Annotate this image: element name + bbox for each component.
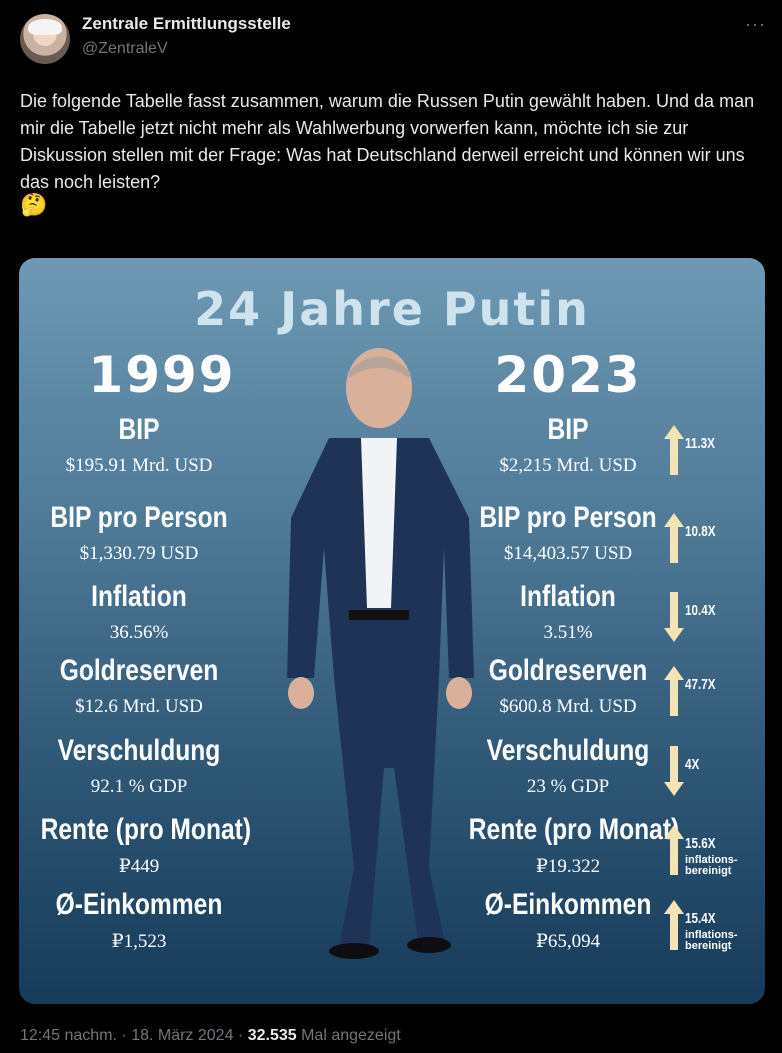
stat-value-1999: $12.6 Mrd. USD <box>75 696 203 717</box>
stat-value-2023: 23 % GDP <box>526 776 610 797</box>
tweet-time[interactable]: 12:45 nachm. <box>20 1027 117 1044</box>
year-right: 2023 <box>494 346 642 404</box>
stat-label-2023: BIP pro Person <box>479 501 657 534</box>
stat-value-1999: $195.91 Mrd. USD <box>65 455 213 476</box>
tweet-header: Zentrale Ermittlungsstelle @ZentraleV ··… <box>0 0 782 80</box>
display-name[interactable]: Zentrale Ermittlungsstelle <box>82 14 291 33</box>
stat-label-1999: BIP pro Person <box>50 501 228 534</box>
view-count: 32.535 <box>247 1027 297 1044</box>
change-note: inflations-bereinigt <box>685 854 738 877</box>
more-options-button[interactable]: ··· <box>745 14 766 34</box>
stat-label-2023: Inflation <box>520 580 616 613</box>
stat-value-2023: ₽19.322 <box>535 856 601 877</box>
image-title: 24 Jahre Putin <box>194 282 590 336</box>
stat-value-2023: $600.8 Mrd. USD <box>499 696 637 717</box>
stat-label-1999: Rente (pro Monat) <box>40 813 252 846</box>
change-factor: 10.4X <box>685 602 716 619</box>
stat-value-2023: ₽65,094 <box>535 931 601 952</box>
stat-label-2023: Verschuldung <box>486 734 650 767</box>
view-count-label: Mal angezeigt <box>301 1027 401 1044</box>
separator: · <box>121 1027 127 1044</box>
stat-label-1999: Goldreserven <box>59 654 219 687</box>
thinking-face-emoji: 🤔 <box>20 192 48 217</box>
arrow-up-icon <box>664 666 684 716</box>
stat-value-1999: 92.1 % GDP <box>90 776 188 797</box>
tweet-date[interactable]: 18. März 2024 <box>131 1027 234 1044</box>
stat-label-2023: BIP <box>547 413 589 446</box>
stat-label-1999: Verschuldung <box>57 734 221 767</box>
arrow-up-icon <box>664 513 684 563</box>
stat-label-1999: Ø-Einkommen <box>55 888 223 921</box>
stat-value-2023: $2,215 Mrd. USD <box>499 455 637 476</box>
change-factor: 11.3X <box>685 435 715 452</box>
user-handle[interactable]: @ZentraleV <box>82 40 168 57</box>
arrow-down-icon <box>664 746 684 796</box>
stat-label-1999: Inflation <box>91 580 187 613</box>
stat-value-1999: $1,330.79 USD <box>79 543 199 564</box>
arrow-down-icon <box>664 592 684 642</box>
year-left: 1999 <box>88 346 236 404</box>
change-factor: 4X <box>685 756 700 773</box>
tweet-image[interactable]: 24 Jahre Putin 1999 2023 BIP $195.91 Mrd.… <box>19 258 765 1004</box>
arrow-up-icon <box>664 825 684 875</box>
avatar[interactable] <box>20 14 70 64</box>
stat-label-2023: Ø-Einkommen <box>484 888 652 921</box>
stat-label-2023: Rente (pro Monat) <box>468 813 680 846</box>
person-figure <box>287 348 474 959</box>
arrow-up-icon <box>664 425 684 475</box>
stat-value-2023: $14,403.57 USD <box>503 543 633 564</box>
stat-value-1999: ₽1,523 <box>111 931 167 952</box>
stat-label-2023: Goldreserven <box>488 654 648 687</box>
arrow-up-icon <box>664 900 684 950</box>
tweet-footer: 12:45 nachm. · 18. März 2024 · 32.535 Ma… <box>20 1027 401 1045</box>
change-factor: 15.4X <box>685 910 716 927</box>
stat-value-1999: ₽449 <box>118 856 160 877</box>
change-note: inflations-bereinigt <box>685 929 738 952</box>
change-factor: 47.7X <box>685 676 716 693</box>
change-factor: 10.8X <box>685 523 716 540</box>
stat-label-1999: BIP <box>118 413 160 446</box>
tweet-text: Die folgende Tabelle fasst zusammen, war… <box>20 91 755 192</box>
stat-value-1999: 36.56% <box>109 622 169 643</box>
stat-value-2023: 3.51% <box>543 622 593 643</box>
change-factor: 15.6X <box>685 835 716 852</box>
separator: · <box>237 1027 244 1044</box>
